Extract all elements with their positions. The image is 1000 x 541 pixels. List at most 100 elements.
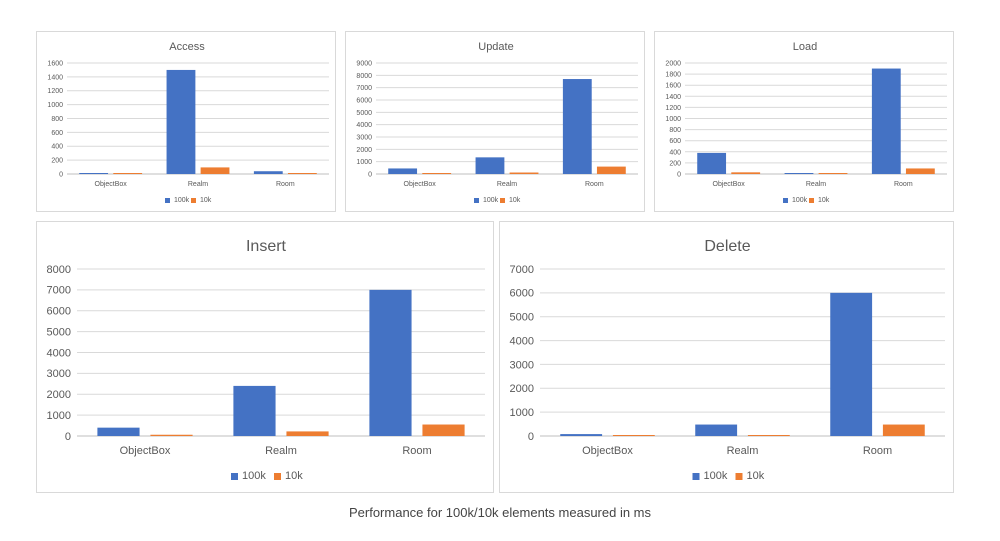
chart-panel-access: Access 0 200 400 600 800 1000 1200 1400 1600 Objec… [36,31,336,212]
y-tick-label: 200 [669,160,681,167]
chart-svg-insert: Insert 0 1000 2000 3000 4000 5000 6000 7000 8000 O… [47,238,485,482]
y-tick-label: 1600 [47,60,63,67]
x-category-label: Realm [265,445,297,457]
chart-panel-delete: Delete 0 1000 2000 3000 4000 5000 6000 7000 Objec… [499,221,954,493]
bar-100k-realm [233,385,276,436]
bar-100k-room [830,292,873,436]
chart-title: Insert [246,238,287,255]
bar-10k-realm [818,173,848,174]
legend-swatch-100k [783,198,788,203]
x-category-label: ObjectBox [404,181,437,188]
bar-10k-objectbox [113,173,143,174]
y-tick-label: 3000 [510,359,534,371]
bar-100k-realm [784,173,814,174]
x-category-label: Room [863,445,892,457]
bar-100k-objectbox [79,173,109,174]
legend-swatch-100k [165,198,170,203]
legend-swatch-10k [274,473,281,480]
x-category-label: Realm [727,445,759,457]
bar-100k-room [369,289,412,436]
legend-swatch-10k [191,198,196,203]
y-tick-label: 8000 [356,73,372,80]
chart-svg-access: Access 0 200 400 600 800 1000 1200 1400 1600 Objec… [47,41,329,204]
y-tick-label: 3000 [47,368,71,380]
y-tick-label: 1000 [47,410,71,422]
y-tick-label: 400 [51,144,63,151]
legend-swatch-10k [809,198,814,203]
y-tick-label: 0 [59,171,63,178]
y-tick-label: 5000 [510,312,534,324]
legend-label-10k: 10k [200,197,212,204]
y-tick-label: 1400 [47,74,63,81]
bar-10k-objectbox [731,172,761,174]
legend-swatch-100k [474,198,479,203]
y-tick-label: 6000 [510,288,534,300]
y-tick-label: 0 [65,431,71,443]
legend-label-100k: 100k [242,470,266,482]
y-tick-label: 800 [51,116,63,123]
y-tick-label: 7000 [356,85,372,92]
legend-label-10k: 10k [818,197,830,204]
legend-label-10k: 10k [285,470,303,482]
y-tick-label: 2000 [510,383,534,395]
y-tick-label: 0 [368,171,372,178]
bar-10k-objectbox [612,435,655,436]
y-tick-label: 1400 [665,94,681,101]
bar-10k-room [596,166,626,174]
legend-swatch-10k [735,473,743,480]
bar-100k-room [871,68,901,174]
y-tick-label: 6000 [47,306,71,318]
y-tick-label: 4000 [510,335,534,347]
legend-swatch-100k [692,473,700,480]
y-tick-label: 4000 [356,122,372,129]
y-tick-label: 1000 [665,116,681,123]
y-tick-label: 0 [677,171,681,178]
legend-label-100k: 100k [174,197,190,204]
bar-100k-objectbox [388,168,418,174]
y-tick-label: 200 [51,158,63,165]
bar-10k-room [287,173,317,174]
bar-100k-room [253,171,283,174]
y-tick-label: 9000 [356,60,372,67]
chart-svg-load: Load 0 200 400 600 800 1000 1200 1400 1600 1800 200… [665,41,947,204]
bar-10k-room [422,424,465,436]
bar-10k-room [882,424,925,436]
y-tick-label: 4000 [47,347,71,359]
bar-10k-objectbox [422,173,452,174]
y-tick-label: 5000 [47,326,71,338]
y-tick-label: 2000 [356,147,372,154]
chart-panel-load: Load 0 200 400 600 800 1000 1200 1400 1600 1800 200… [654,31,954,212]
legend-label-10k: 10k [509,197,521,204]
y-tick-label: 600 [51,130,63,137]
y-tick-label: 7000 [510,264,534,276]
y-tick-label: 1200 [665,105,681,112]
chart-title: Update [478,41,513,53]
bar-10k-realm [286,431,329,436]
y-tick-label: 1000 [356,159,372,166]
bar-10k-realm [200,167,230,174]
x-category-label: Realm [497,181,517,188]
bar-10k-objectbox [150,434,193,436]
y-tick-label: 0 [528,431,534,443]
bar-100k-realm [695,424,738,436]
x-category-label: ObjectBox [120,445,171,457]
bar-100k-objectbox [97,427,140,436]
legend-label-100k: 100k [792,197,808,204]
y-tick-label: 5000 [356,110,372,117]
bar-10k-realm [747,435,790,436]
y-tick-label: 8000 [47,264,71,276]
legend-label-100k: 100k [704,470,728,482]
chart-title: Access [169,41,205,53]
y-tick-label: 400 [669,149,681,156]
legend-label-10k: 10k [747,470,765,482]
x-category-label: Realm [188,181,208,188]
chart-title: Delete [704,238,750,255]
y-tick-label: 1200 [47,88,63,95]
y-tick-label: 2000 [47,389,71,401]
x-category-label: ObjectBox [713,181,746,188]
legend-swatch-10k [500,198,505,203]
y-tick-label: 1000 [510,407,534,419]
bar-100k-objectbox [560,434,603,436]
chart-panel-update: Update 0 1000 2000 3000 4000 5000 6000 7000 8000 9… [345,31,645,212]
bar-10k-realm [509,172,539,174]
